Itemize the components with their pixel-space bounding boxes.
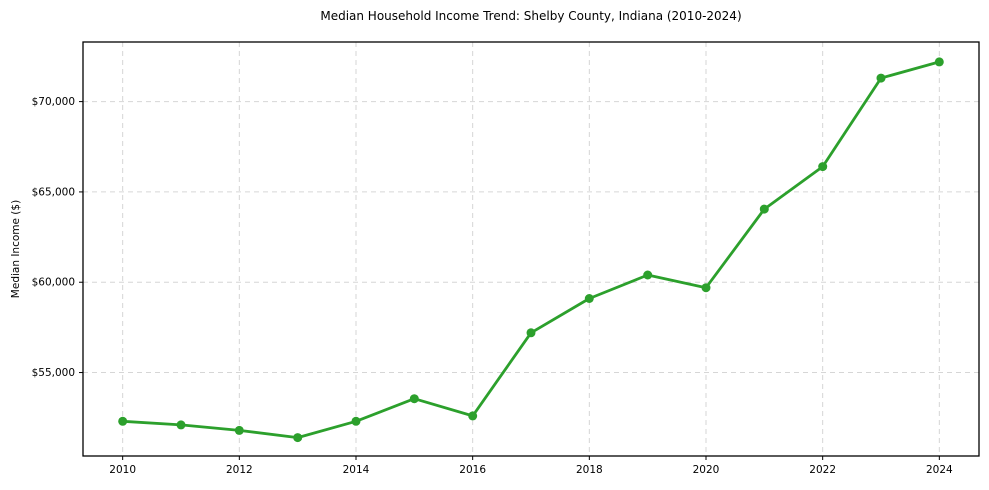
data-point-2023 (876, 73, 886, 83)
data-point-2013 (293, 433, 303, 443)
data-point-2018 (584, 294, 594, 303)
data-point-2011 (176, 420, 186, 430)
x-tick-label: 2014 (343, 464, 370, 476)
data-point-2021 (759, 204, 769, 214)
series-line (121, 60, 941, 439)
data-point-2024 (934, 57, 944, 67)
data-point-2015 (409, 394, 419, 404)
data-point-2016 (468, 411, 478, 421)
data-point-2012 (234, 425, 244, 435)
y-tick-label: $65,000 (32, 186, 75, 198)
x-tick-label: 2018 (576, 464, 603, 476)
x-tick-label: 2020 (693, 464, 720, 476)
y-tick-label: $55,000 (32, 367, 75, 379)
x-tick-label: 2012 (226, 464, 253, 476)
data-point-2014 (351, 416, 361, 426)
x-tick-label: 2024 (926, 464, 953, 476)
x-tick-label: 2016 (459, 464, 486, 476)
data-point-2022 (818, 162, 828, 172)
data-point-2019 (643, 270, 653, 280)
data-point-2020 (701, 283, 711, 293)
plot-border (82, 41, 980, 457)
x-tick-label: 2022 (809, 464, 836, 476)
y-tick-label: $60,000 (32, 277, 75, 289)
data-point-2017 (526, 328, 536, 338)
y-tick-label: $70,000 (32, 96, 75, 108)
data-point-2010 (118, 416, 128, 426)
chart-title: Median Household Income Trend: Shelby Co… (320, 9, 742, 23)
x-tick-label: 2010 (109, 464, 136, 476)
